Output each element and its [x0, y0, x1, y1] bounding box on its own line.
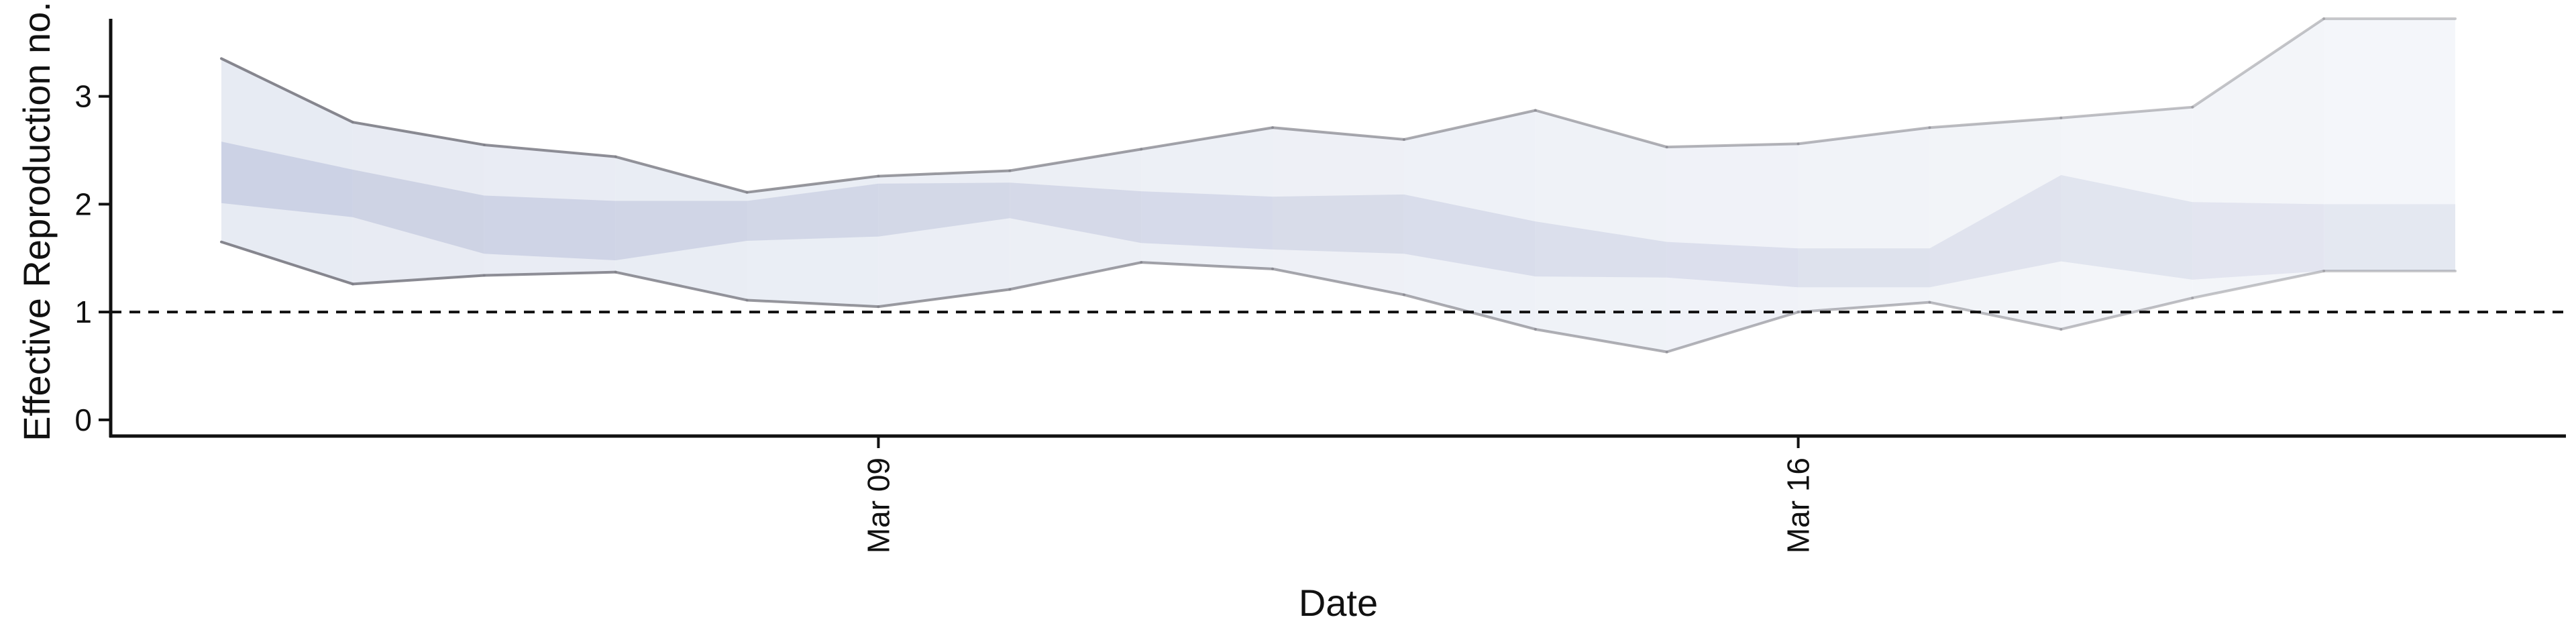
outer-band-lower-line: [745, 299, 880, 309]
inner-band-segment: [1403, 194, 1536, 277]
inner-band-segment: [1666, 241, 1799, 288]
x-tick-label: Mar 09: [861, 458, 896, 553]
inner-band-segment: [747, 183, 879, 241]
inner-band-segment: [1535, 221, 1667, 278]
credible-interval-outlines: [220, 17, 2457, 354]
outer-band-lower-line: [1534, 327, 1668, 354]
outer-band-upper-line: [1008, 148, 1143, 172]
outer-band-upper-line: [2191, 17, 2326, 109]
outer-band-upper-line: [1402, 109, 1537, 141]
inner-band-segment: [2192, 202, 2324, 280]
inner-band-segment: [1141, 191, 1273, 250]
outer-band-segment: [2324, 18, 2455, 272]
outer-band-lower-line: [1928, 301, 2063, 331]
outer-band-segment: [2192, 18, 2324, 299]
outer-band-segment: [1010, 149, 1142, 290]
inner-band-segment: [878, 182, 1010, 237]
y-tick-label: 2: [74, 186, 92, 221]
outer-band-lower-line: [877, 288, 1012, 309]
inner-band-segment: [221, 142, 353, 217]
inner-band-segment: [615, 201, 747, 260]
outer-band-upper-line: [1665, 142, 1800, 149]
outer-band-upper-line: [1140, 126, 1275, 151]
inner-band-segment: [1798, 248, 1930, 288]
outer-band-upper-line: [351, 121, 486, 146]
x-axis-title: Date: [1299, 582, 1378, 624]
x-axis-ticks: Mar 09 Mar 16: [861, 436, 1816, 553]
outer-band-upper-line: [220, 57, 354, 124]
y-axis-ticks: 0 1 2 3: [74, 79, 111, 437]
outer-band-lower-line: [2191, 270, 2326, 300]
outer-band-segment: [878, 170, 1010, 307]
x-tick-label: Mar 16: [1781, 458, 1816, 553]
outer-band-lower-line: [482, 270, 617, 277]
outer-band-segment: [1798, 127, 1930, 313]
inner-band-segment: [484, 195, 616, 260]
outer-band-segment: [1403, 110, 1536, 329]
outer-band-upper-line: [482, 143, 617, 158]
outer-band-lower-line: [1665, 311, 1800, 354]
outer-band-segment: [2061, 107, 2193, 329]
inner-band-segment: [1929, 175, 2061, 288]
outer-band-upper-line: [877, 169, 1012, 178]
outer-band-segment: [1141, 127, 1273, 269]
y-tick-label: 3: [74, 79, 92, 114]
outer-band-segment: [615, 156, 747, 301]
outer-band-segment: [1273, 127, 1404, 295]
outer-band-lower-line: [1796, 301, 1931, 314]
outer-band-lower-line: [2059, 297, 2194, 331]
inner-band-segment: [2324, 204, 2455, 271]
y-tick-label: 0: [74, 402, 92, 437]
y-tick-label: 1: [74, 294, 92, 329]
outer-band-segment: [747, 176, 879, 307]
outer-band-lower-line: [614, 270, 749, 302]
inner-band-segment: [1273, 194, 1404, 254]
credible-interval-bands: [221, 18, 2455, 352]
outer-band-upper-line: [614, 155, 749, 194]
inner-band-segment: [352, 169, 484, 254]
outer-band-lower-line: [1140, 261, 1275, 270]
outer-band-lower-line: [1008, 261, 1143, 291]
outer-band-segment: [1535, 110, 1667, 352]
outer-band-upper-line: [1928, 116, 2063, 129]
outer-band-upper-line: [1796, 126, 1931, 146]
inner-band-segment: [2061, 175, 2193, 280]
y-axis-title: Effective Reproduction no.: [15, 1, 58, 441]
outer-band-upper-line: [1271, 126, 1405, 141]
outer-band-upper-line: [1534, 109, 1668, 149]
outer-band-upper-line: [2059, 105, 2194, 119]
outer-band-lower-line: [351, 274, 486, 286]
outer-band-upper-line: [745, 174, 880, 194]
outer-band-segment: [1666, 144, 1799, 352]
outer-band-segment: [1929, 117, 2061, 329]
outer-band-lower-line: [1271, 267, 1405, 297]
outer-band-lower-line: [220, 240, 354, 286]
inner-band-segment: [1010, 182, 1142, 244]
